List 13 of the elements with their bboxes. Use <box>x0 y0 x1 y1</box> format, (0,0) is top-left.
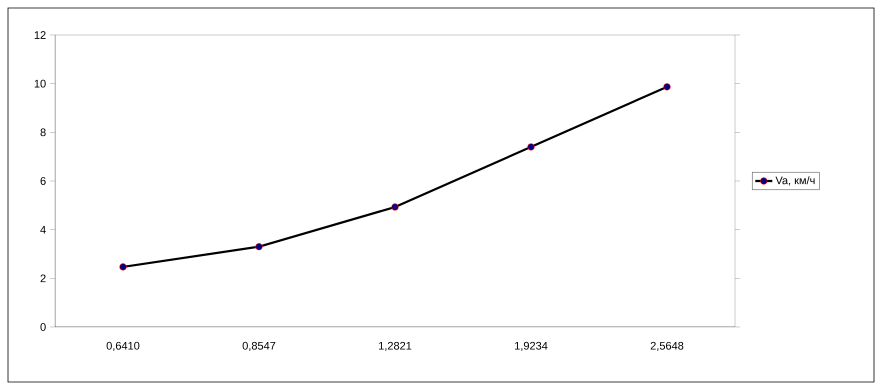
y-tick-label: 0 <box>40 323 46 331</box>
legend-label: Va, км/ч <box>775 176 815 186</box>
y-tick-label: 4 <box>40 226 46 234</box>
y-tick-label: 6 <box>40 177 46 185</box>
x-tick-label: 0,6410 <box>106 342 140 351</box>
x-tick-label: 1,2821 <box>379 342 412 351</box>
y-tick-label: 10 <box>34 80 46 88</box>
x-tick-label: 0,8547 <box>242 342 276 351</box>
y-tick-label: 2 <box>40 274 46 282</box>
x-tick-label: 1,9234 <box>515 342 548 351</box>
y-tick-label: 8 <box>40 128 46 136</box>
y-tick-label: 12 <box>34 31 46 39</box>
x-tick-label: 2,5648 <box>650 342 684 351</box>
